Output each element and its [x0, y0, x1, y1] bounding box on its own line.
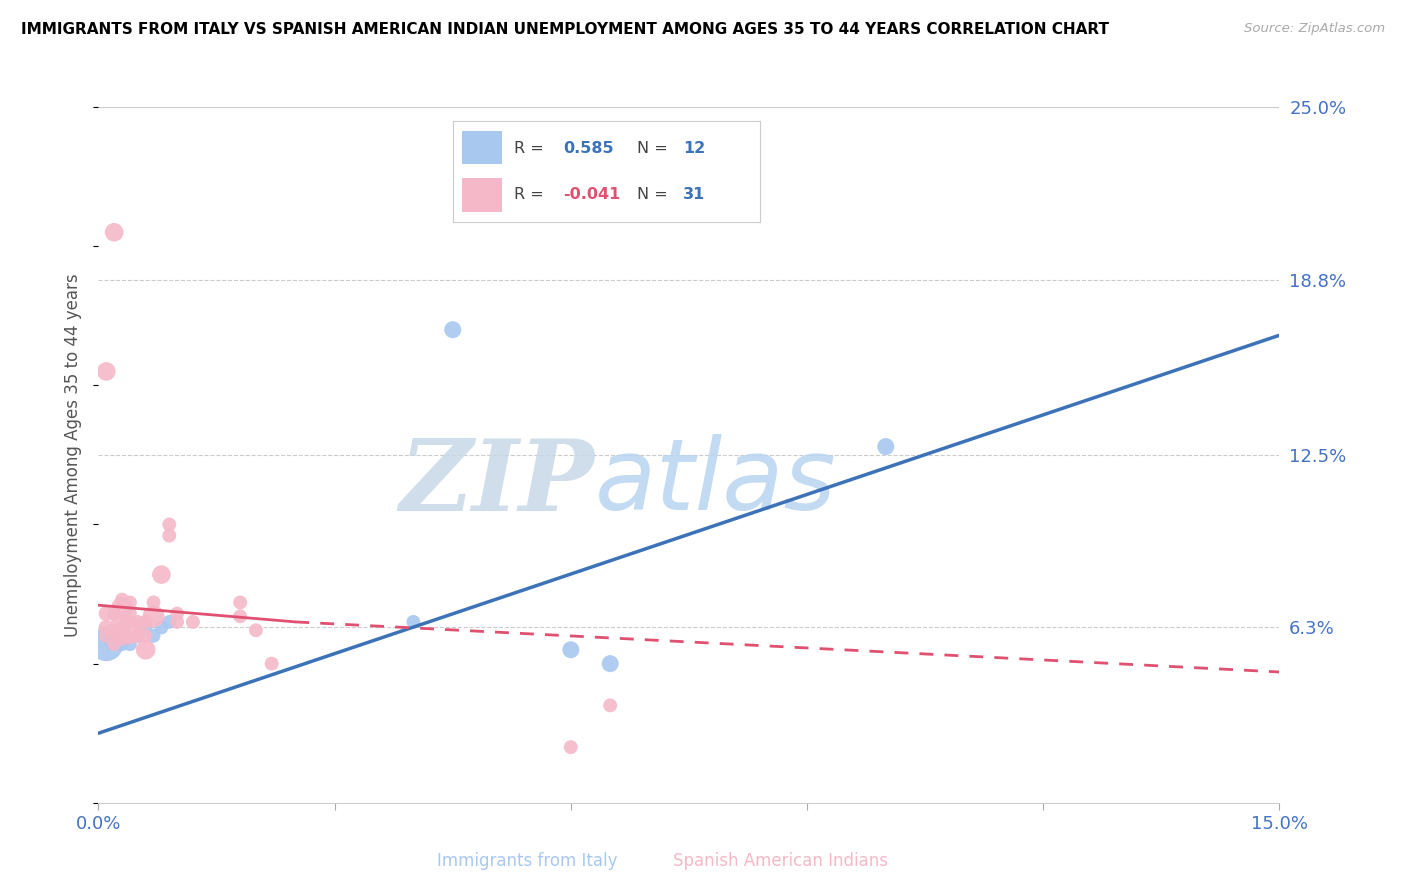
Point: [260, 657, 283, 671]
Point: [142, 595, 165, 609]
Point: [96, 620, 118, 634]
Text: ZIP: ZIP: [399, 434, 595, 531]
Point: [142, 629, 165, 643]
Point: [166, 607, 188, 621]
Point: [103, 624, 125, 638]
Y-axis label: Unemployment Among Ages 35 to 44 years: Unemployment Among Ages 35 to 44 years: [65, 273, 83, 637]
Point: [111, 629, 134, 643]
Point: [127, 629, 149, 643]
Point: [118, 607, 141, 621]
Point: [157, 517, 180, 532]
Point: [96, 364, 118, 378]
Point: [111, 592, 134, 607]
Point: [142, 609, 165, 624]
Point: [441, 323, 464, 337]
Point: [135, 629, 157, 643]
Point: [157, 615, 180, 629]
Point: [111, 637, 134, 651]
Point: [111, 601, 134, 615]
Point: [402, 615, 425, 629]
Point: [111, 615, 134, 629]
Point: [103, 634, 125, 648]
Point: [118, 624, 141, 638]
Point: [127, 629, 149, 643]
Point: [135, 615, 157, 629]
Point: [135, 642, 157, 657]
Point: [103, 637, 125, 651]
Point: [181, 615, 204, 629]
Point: [560, 740, 582, 755]
Point: [150, 620, 173, 634]
Point: [229, 595, 252, 609]
Point: [599, 698, 621, 713]
Point: [103, 225, 125, 239]
Point: [103, 607, 125, 621]
Point: [875, 440, 897, 454]
Point: [560, 642, 582, 657]
Point: [599, 657, 621, 671]
Point: [96, 607, 118, 621]
Point: [118, 637, 141, 651]
Point: [245, 624, 267, 638]
Text: IMMIGRANTS FROM ITALY VS SPANISH AMERICAN INDIAN UNEMPLOYMENT AMONG AGES 35 TO 4: IMMIGRANTS FROM ITALY VS SPANISH AMERICA…: [21, 22, 1109, 37]
Point: [135, 620, 157, 634]
Point: [150, 567, 173, 582]
Point: [118, 595, 141, 609]
Point: [127, 615, 149, 629]
Point: [166, 615, 188, 629]
Text: atlas: atlas: [595, 434, 837, 532]
Point: [157, 528, 180, 542]
Text: Source: ZipAtlas.com: Source: ZipAtlas.com: [1244, 22, 1385, 36]
Text: Immigrants from Italy: Immigrants from Italy: [437, 852, 617, 870]
Point: [229, 609, 252, 624]
Point: [96, 637, 118, 651]
Point: [96, 629, 118, 643]
Text: Spanish American Indians: Spanish American Indians: [673, 852, 887, 870]
